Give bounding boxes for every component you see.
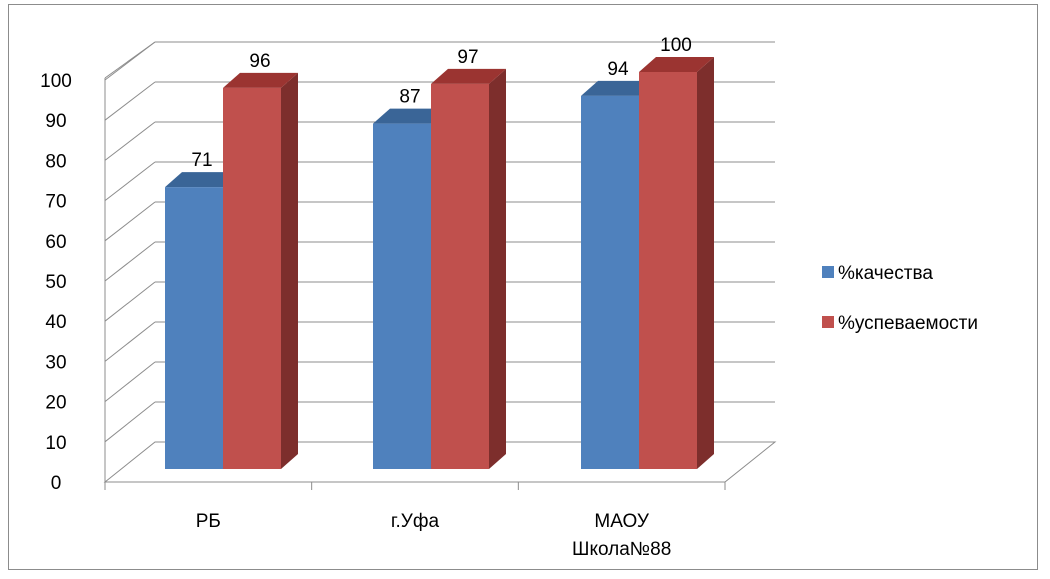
category-label: г.Уфа <box>391 511 440 532</box>
bar-front <box>639 72 697 469</box>
y-tick-label: 90 <box>45 111 66 132</box>
side-gridline <box>104 81 156 121</box>
y-tick-label: 20 <box>45 393 66 414</box>
bar <box>431 68 506 469</box>
bar-top <box>639 57 714 72</box>
category-label: Школа№88 <box>572 539 671 560</box>
side-gridline <box>104 281 156 322</box>
bar-side <box>697 57 714 469</box>
y-tick-label: 40 <box>45 312 66 333</box>
side-gridline <box>104 201 156 242</box>
category-label: РБ <box>196 511 221 532</box>
bar-front <box>223 87 281 469</box>
bar-side <box>489 68 506 469</box>
bar-top <box>373 108 448 124</box>
legend-label: %успеваемости <box>838 313 978 334</box>
bar-front <box>581 95 639 469</box>
side-gridline <box>104 321 156 362</box>
data-label: 87 <box>399 87 420 108</box>
category-label: МАОУ <box>594 511 649 532</box>
bar-side <box>281 72 298 469</box>
bar-top <box>581 80 656 96</box>
legend-label: %качества <box>838 263 933 284</box>
data-label: 96 <box>249 51 270 72</box>
data-label: 97 <box>457 47 478 68</box>
bar-front <box>431 83 489 469</box>
y-tick-label: 70 <box>45 192 66 213</box>
y-tick-label: 50 <box>45 272 66 293</box>
data-label: 71 <box>191 150 212 171</box>
bars <box>165 57 714 470</box>
data-label: 100 <box>660 35 692 56</box>
bar-top <box>223 72 298 88</box>
y-tick-label: 30 <box>45 352 66 373</box>
side-gridline <box>104 41 156 79</box>
bar <box>223 72 298 469</box>
side-gridline <box>104 121 156 161</box>
legend: %качества %успеваемости <box>822 263 978 334</box>
side-gridline <box>104 241 156 282</box>
y-tick-label: 10 <box>45 433 66 454</box>
bar-front <box>165 187 223 469</box>
data-label: 94 <box>607 59 629 80</box>
legend-swatch <box>822 316 834 328</box>
y-tick-label: 100 <box>40 71 72 92</box>
bar-front <box>373 123 431 470</box>
bar-top <box>431 68 506 84</box>
legend-swatch <box>822 266 834 278</box>
bar <box>639 57 714 469</box>
y-axis-tick-labels: 0 10 20 30 40 50 60 70 80 90 100 <box>40 71 72 494</box>
data-labels: 71 96 87 97 94 100 <box>191 35 691 171</box>
bar-top <box>165 172 240 188</box>
side-gridline <box>104 361 156 402</box>
y-tick-label: 60 <box>45 232 66 253</box>
x-axis-category-labels: РБ г.Уфа МАОУ Школа№88 <box>196 511 672 560</box>
y-tick-label: 0 <box>51 473 62 494</box>
side-gridline <box>104 401 156 443</box>
y-tick-label: 80 <box>45 151 66 172</box>
side-gridline <box>104 161 156 201</box>
